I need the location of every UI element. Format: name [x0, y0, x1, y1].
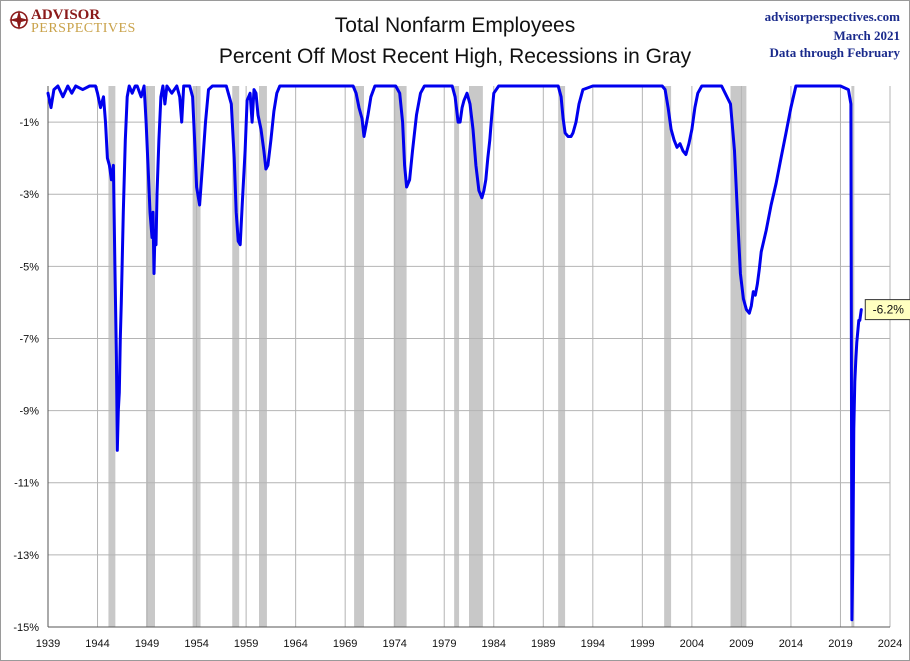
- y-tick-label: -11%: [14, 478, 39, 490]
- recession-band: [558, 86, 566, 627]
- recession-band: [146, 86, 155, 627]
- x-tick-label: 1984: [482, 638, 506, 650]
- y-tick-label: -5%: [19, 261, 39, 273]
- y-tick-label: -15%: [13, 622, 39, 634]
- advisor-perspectives-logo: ADVISOR PERSPECTIVES: [9, 7, 136, 36]
- recession-band: [730, 86, 747, 627]
- x-tick-label: 1979: [432, 638, 456, 650]
- y-tick-label: -1%: [19, 117, 39, 129]
- x-tick-label: 1959: [234, 638, 258, 650]
- logo-line2: PERSPECTIVES: [31, 21, 136, 36]
- y-tick-label: -13%: [13, 550, 39, 562]
- axes: 1939 1944 1949 1954 1959 1964 1969 1974 1979 1984…: [13, 86, 902, 650]
- credit-note: Data through February: [770, 45, 901, 60]
- x-tick-label: 2004: [680, 638, 704, 650]
- x-tick-label: 1999: [630, 638, 654, 650]
- recession-band: [108, 86, 116, 627]
- recession-band: [664, 86, 672, 627]
- recession-band: [469, 86, 483, 627]
- x-tick-label: 2014: [779, 638, 803, 650]
- y-tick-label: -7%: [19, 333, 39, 345]
- compass-star-icon: [9, 10, 29, 30]
- value-callout-label: -6.2%: [873, 303, 905, 317]
- value-callout-box: [864, 299, 910, 321]
- x-tick-label: 1939: [36, 638, 60, 650]
- recession-band: [454, 86, 460, 627]
- callout-layer: -6.2%: [864, 299, 910, 321]
- x-tick-label: 2024: [878, 638, 902, 650]
- y-tick-label: -9%: [19, 406, 39, 418]
- series-layer: [46, 84, 863, 622]
- recession-band: [258, 86, 267, 627]
- x-tick-label: 2009: [729, 638, 753, 650]
- x-tick-label: 1994: [581, 638, 605, 650]
- x-tick-label: 1949: [135, 638, 159, 650]
- recession-band: [393, 86, 407, 627]
- recession-band: [354, 86, 364, 627]
- chart-title: Total Nonfarm Employees: [335, 14, 575, 37]
- credit-site: advisorperspectives.com: [765, 9, 901, 24]
- x-tick-label: 2019: [828, 638, 852, 650]
- x-tick-label: 1954: [184, 638, 208, 650]
- x-tick-label: 1964: [283, 638, 307, 650]
- recession-bands: [108, 86, 855, 627]
- y-tick-label: -3%: [19, 189, 39, 201]
- x-tick-label: 1969: [333, 638, 357, 650]
- x-tick-label: 1989: [531, 638, 555, 650]
- recession-band: [232, 86, 240, 627]
- logo-line1: ADVISOR: [31, 7, 100, 23]
- x-tick-label: 1944: [85, 638, 109, 650]
- credit-date: March 2021: [833, 28, 900, 43]
- x-tick-label: 1974: [382, 638, 406, 650]
- chart-subtitle: Percent Off Most Recent High, Recessions…: [219, 45, 692, 68]
- series-line: [46, 84, 863, 622]
